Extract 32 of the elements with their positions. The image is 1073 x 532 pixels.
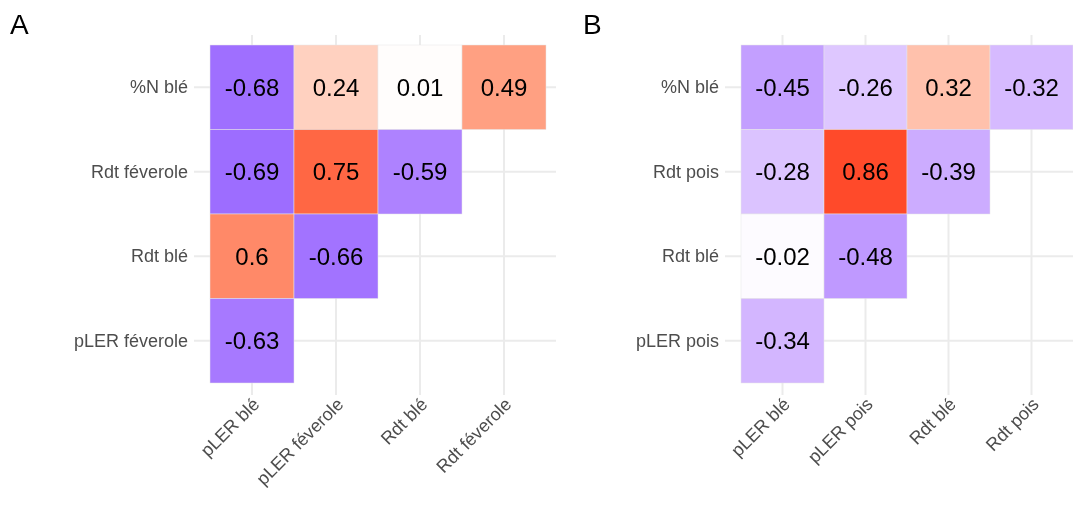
data-label: -0.66: [308, 242, 364, 270]
data-label: -0.45: [755, 73, 810, 101]
data-label: 0.75: [312, 158, 360, 186]
data-label: 0.32: [925, 73, 972, 101]
data-label: -0.28: [755, 158, 810, 186]
data-label: -0.34: [755, 327, 810, 355]
chart-title: A: [10, 9, 29, 40]
data-label: 0.01: [396, 73, 444, 101]
data-label: -0.02: [755, 242, 810, 270]
data-label: -0.48: [838, 242, 893, 270]
data-label: -0.63: [224, 327, 280, 355]
data-label: 0.24: [312, 73, 360, 101]
data-label: -0.68: [224, 73, 280, 101]
data-label: -0.59: [392, 158, 448, 186]
y-tick-label: %N blé: [660, 77, 719, 98]
x-tick-label: Rdt blé: [905, 394, 960, 449]
y-tick-label: %N blé: [129, 77, 188, 98]
y-tick-label: pLER pois: [635, 330, 719, 351]
x-tick-label: Rdt blé: [376, 394, 432, 449]
data-label: -0.39: [921, 158, 976, 186]
y-tick-label: Rdt blé: [661, 246, 719, 267]
data-label: -0.32: [1004, 73, 1059, 101]
data-label: 0.86: [842, 158, 889, 186]
data-label: 0.6: [235, 242, 269, 270]
y-tick-label: Rdt pois: [652, 161, 719, 182]
data-label: -0.26: [838, 73, 893, 101]
y-tick-label: Rdt blé: [130, 246, 188, 267]
y-tick-label: pLER féverole: [73, 330, 188, 351]
y-tick-label: Rdt féverole: [90, 161, 188, 182]
chart-title: B: [583, 9, 602, 40]
data-label: -0.69: [224, 158, 280, 186]
data-label: 0.49: [480, 73, 528, 101]
